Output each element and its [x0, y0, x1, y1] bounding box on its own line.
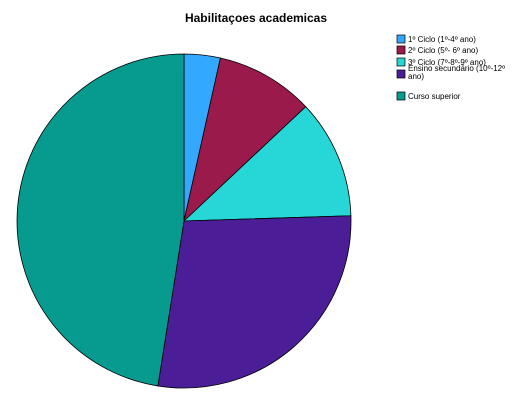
pie-slice-5 — [16, 53, 185, 387]
legend: 1º Ciclo (1º-4º ano) 2º Ciclo (5º- 6º ano… — [396, 34, 505, 101]
legend-label-3: 3º Ciclo (7º-8º-9º ano) — [408, 58, 486, 67]
legend-label-5: Curso superior — [408, 92, 461, 101]
legend-swatch-3 — [396, 57, 406, 67]
chart-title: Habilitaçoes academicas — [185, 11, 327, 25]
pie-slices — [16, 53, 352, 389]
legend-label-4: Ensino secundário (10º-12º ano) — [408, 64, 505, 81]
legend-label-line-4-1: Ensino secundário (10º-12º — [408, 64, 505, 73]
legend-label-2: 2º Ciclo (5º- 6º ano) — [408, 46, 478, 55]
pie-slice-2 — [183, 57, 307, 223]
legend-item-2: 2º Ciclo (5º- 6º ano) — [396, 45, 478, 55]
legend-item-3: 3º Ciclo (7º-8º-9º ano) — [396, 57, 486, 67]
legend-label-1: 1º Ciclo (1º-4º ano) — [408, 35, 476, 44]
legend-swatch-5 — [396, 91, 406, 101]
legend-label-line-4-2: ano) — [408, 72, 424, 81]
legend-item-1: 1º Ciclo (1º-4º ano) — [396, 34, 476, 44]
legend-swatch-4 — [396, 69, 406, 79]
legend-swatch-1 — [396, 34, 406, 44]
legend-item-4: Ensino secundário (10º-12º ano) — [396, 64, 505, 81]
pie-slice-3 — [182, 106, 352, 222]
pie-slice-4 — [157, 215, 352, 389]
legend-swatch-2 — [396, 45, 406, 55]
legend-item-5: Curso superior — [396, 91, 461, 101]
